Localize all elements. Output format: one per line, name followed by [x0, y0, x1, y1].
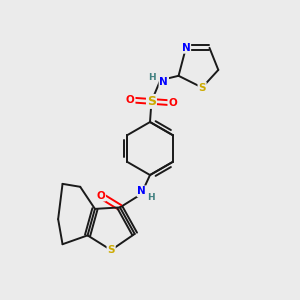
Text: O: O — [168, 98, 177, 108]
Text: S: S — [198, 82, 206, 93]
Text: S: S — [147, 95, 156, 108]
Text: O: O — [97, 190, 105, 201]
Text: H: H — [148, 73, 156, 82]
Text: N: N — [182, 43, 190, 53]
Text: O: O — [126, 95, 135, 105]
Text: S: S — [107, 245, 115, 255]
Text: N: N — [160, 77, 168, 87]
Text: N: N — [137, 186, 146, 196]
Text: H: H — [147, 193, 154, 202]
